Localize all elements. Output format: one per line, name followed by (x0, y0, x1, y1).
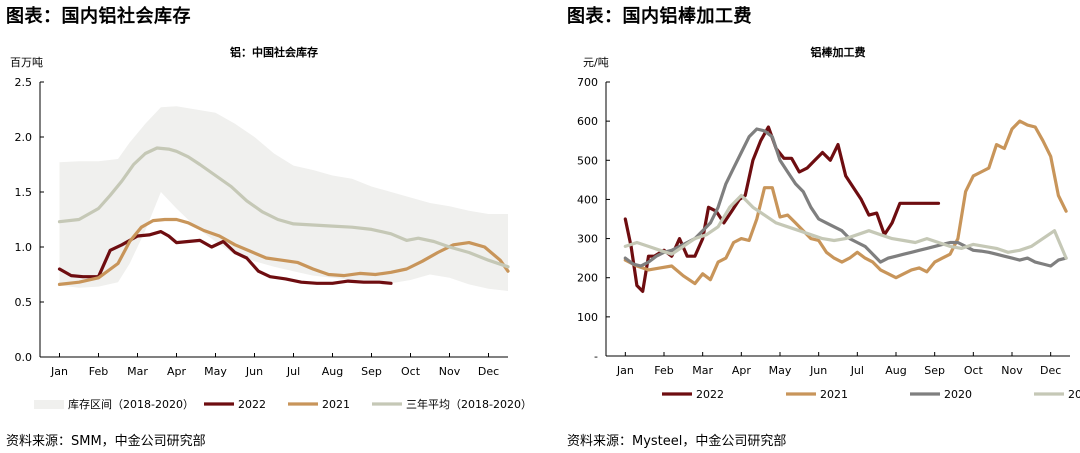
fee-x-tick-label: Jan (616, 364, 634, 377)
fee-x-tick-label: Apr (732, 364, 752, 377)
fee-x-tick-label: Aug (885, 364, 906, 377)
inventory-y-tick-label: 2.0 (15, 131, 33, 144)
inventory-x-tick-label: May (204, 365, 227, 378)
inventory-x-tick-label: Dec (478, 365, 499, 378)
inventory-legend-swatch-band (34, 400, 64, 409)
inventory-legend-label-2: 三年平均（2018-2020） (406, 397, 532, 411)
fee-x-tick-label: Jul (850, 364, 864, 377)
inventory-series-line-2 (57, 146, 510, 269)
inventory-x-tick-label: Oct (401, 365, 421, 378)
inventory-x-tick-label: Aug (322, 365, 343, 378)
fee-x-tick-label: Sep (924, 364, 945, 377)
fee-x-tick-label: Oct (964, 364, 984, 377)
inventory-x-tick-label: Jul (286, 365, 300, 378)
inventory-y-tick-label: 2.5 (15, 76, 33, 89)
fee-y-tick-label: - (594, 350, 598, 363)
left-panel-heading: 图表：国内铝社会库存 (6, 6, 191, 27)
fee-y-axis-unit: 元/吨 (583, 56, 609, 69)
fee-y-tick-label: 600 (577, 115, 598, 128)
inventory-x-tick-label: Nov (439, 365, 461, 378)
fee-y-tick-label: 200 (577, 272, 598, 285)
inventory-chart-title: 铝：中国社会库存 (230, 45, 318, 59)
inventory-series-line-0 (57, 230, 393, 285)
fee-legend-label-1: 2021 (820, 388, 848, 401)
inventory-y-axis-unit: 百万吨 (10, 56, 43, 69)
inventory-y-tick-label: 1.5 (15, 186, 33, 199)
inventory-y-tick-label: 0.5 (15, 296, 33, 309)
inventory-x-tick-label: Mar (127, 365, 148, 378)
inventory-legend-label-band: 库存区间（2018-2020） (68, 397, 194, 411)
fee-x-tick-label: Nov (1001, 364, 1023, 377)
fee-chart-title: 铝棒加工费 (811, 45, 866, 59)
fee-legend-label-2: 2020 (944, 388, 972, 401)
fee-y-tick-label: 400 (577, 193, 598, 206)
right-panel-heading: 图表：国内铝棒加工费 (567, 6, 752, 27)
inventory-y-tick-label: 0.0 (15, 351, 33, 364)
fee-series-line-3 (623, 193, 1068, 260)
right-source-note: 资料来源：Mysteel，中金公司研究部 (567, 434, 787, 449)
fee-x-tick-label: May (769, 364, 792, 377)
fee-x-tick-label: Jun (809, 364, 827, 377)
inventory-legend-label-0: 2022 (238, 398, 266, 411)
inventory-y-tick-label: 1.0 (15, 241, 33, 254)
fee-y-tick-label: 300 (577, 233, 598, 246)
inventory-legend-label-1: 2021 (322, 398, 350, 411)
inventory-x-tick-label: Sep (361, 365, 382, 378)
left-source-note: 资料来源：SMM，中金公司研究部 (6, 434, 206, 449)
fee-y-tick-label: 700 (577, 76, 598, 89)
inventory-x-tick-label: Apr (167, 365, 187, 378)
inventory-x-tick-label: Jan (50, 365, 68, 378)
fee-series-line-2 (623, 127, 1068, 268)
fee-series-line-1 (623, 119, 1068, 286)
fee-y-tick-label: 100 (577, 311, 598, 324)
fee-legend-label-3: 2019 (1068, 388, 1080, 401)
inventory-series-line-1 (57, 217, 510, 286)
fee-x-tick-label: Feb (654, 364, 673, 377)
fee-legend-label-0: 2022 (696, 388, 724, 401)
fee-x-tick-label: Dec (1040, 364, 1061, 377)
inventory-inventory-range-band (59, 106, 508, 291)
fee-x-tick-label: Mar (692, 364, 713, 377)
inventory-x-tick-label: Jun (245, 365, 263, 378)
inventory-x-tick-label: Feb (89, 365, 108, 378)
fee-y-tick-label: 500 (577, 154, 598, 167)
